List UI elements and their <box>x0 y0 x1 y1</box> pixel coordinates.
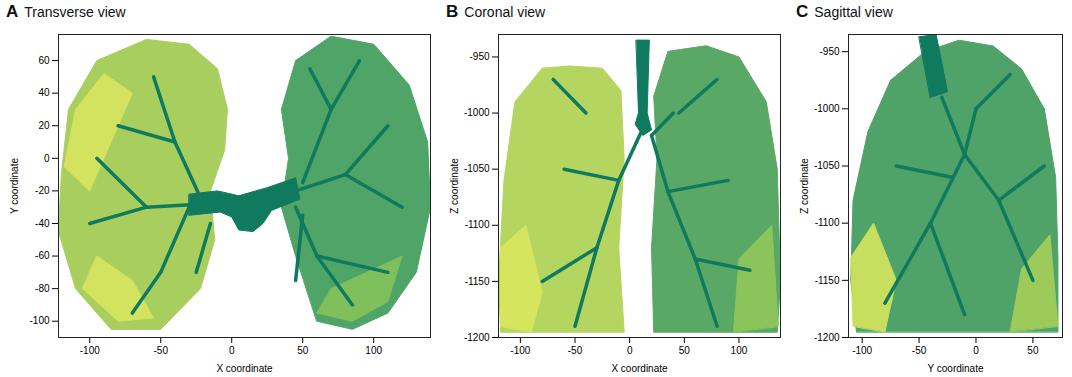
svg-text:-1100: -1100 <box>815 217 840 228</box>
svg-text:100: 100 <box>365 345 382 356</box>
svg-text:50: 50 <box>1027 345 1039 356</box>
html-text:B Coronal view: B Coronal view <box>446 2 546 21</box>
svg-text:0: 0 <box>229 345 235 356</box>
svg-text:40: 40 <box>38 87 50 98</box>
html-text:A Transverse view: A Transverse view <box>6 2 126 21</box>
svg-text:0: 0 <box>973 345 979 356</box>
svg-text:-1200: -1200 <box>814 332 840 343</box>
svg-text:50: 50 <box>297 345 309 356</box>
svg-text:-100: -100 <box>852 345 872 356</box>
svg-text:0: 0 <box>44 153 50 164</box>
svg-text:Y coordinate: Y coordinate <box>9 158 20 214</box>
svg-text:Z coordinate: Z coordinate <box>799 158 810 214</box>
svg-text:Z coordinate: Z coordinate <box>449 158 460 214</box>
svg-text:-1200: -1200 <box>464 332 490 343</box>
html-text:C Sagittal view: C Sagittal view <box>796 2 893 21</box>
svg-text:-950: -950 <box>469 51 489 62</box>
svg-text:-1150: -1150 <box>815 275 840 286</box>
svg-text:-1050: -1050 <box>814 160 840 171</box>
svg-text:-40: -40 <box>35 218 50 229</box>
svg-text:X coordinate: X coordinate <box>216 363 273 374</box>
svg-text:20: 20 <box>38 120 50 131</box>
svg-text:X coordinate: X coordinate <box>611 363 668 374</box>
svg-text:-1000: -1000 <box>464 107 490 118</box>
svg-text:0: 0 <box>627 345 633 356</box>
svg-text:-100: -100 <box>510 345 530 356</box>
svg-text:-950: -950 <box>819 46 839 57</box>
svg-text:-1050: -1050 <box>464 163 490 174</box>
svg-text:-50: -50 <box>912 345 927 356</box>
svg-text:100: 100 <box>731 345 748 356</box>
svg-text:-50: -50 <box>154 345 169 356</box>
svg-text:-100: -100 <box>29 315 49 326</box>
svg-text:-80: -80 <box>35 283 50 294</box>
svg-text:50: 50 <box>679 345 691 356</box>
svg-text:-1100: -1100 <box>465 219 490 230</box>
svg-text:60: 60 <box>38 55 50 66</box>
svg-text:-50: -50 <box>568 345 583 356</box>
svg-text:-100: -100 <box>80 345 100 356</box>
svg-text:-1000: -1000 <box>814 103 840 114</box>
svg-text:-1150: -1150 <box>465 276 490 287</box>
svg-text:-20: -20 <box>35 185 50 196</box>
svg-text:Y coordinate: Y coordinate <box>928 363 984 374</box>
svg-text:-60: -60 <box>35 250 50 261</box>
